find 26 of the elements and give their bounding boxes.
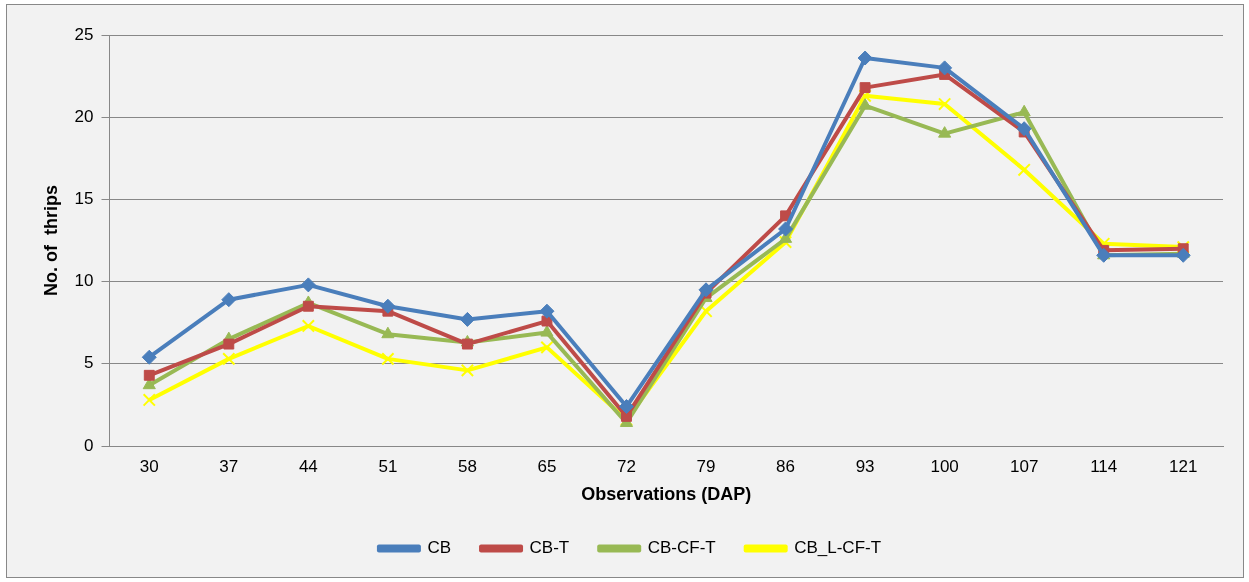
- x-tick-label: 86: [776, 456, 796, 476]
- x-axis-title: Observations (DAP): [581, 484, 752, 505]
- legend-label: CB-CF-T: [647, 538, 716, 558]
- x-tick-label: 114: [1090, 456, 1118, 476]
- x-tick-label: 93: [855, 456, 875, 476]
- x-tick-label: 100: [930, 456, 959, 476]
- x-tick-label: 44: [298, 456, 318, 476]
- x-tick-label: 72: [617, 456, 636, 476]
- y-tick-label: 15: [74, 189, 94, 209]
- x-tick-label: 107: [1009, 456, 1039, 476]
- y-tick-label: 25: [74, 24, 94, 44]
- x-tick-label: 79: [696, 456, 716, 476]
- x-tick-label: 121: [1169, 456, 1198, 476]
- x-tick-label: 65: [537, 456, 557, 476]
- x-tick-label: 30: [139, 456, 159, 476]
- legend-label: CB-T: [529, 538, 570, 558]
- y-tick-label: 5: [84, 353, 94, 373]
- x-tick-label: 37: [219, 456, 239, 476]
- y-tick-label: 20: [74, 106, 94, 126]
- y-tick-label: 0: [84, 435, 94, 455]
- x-tick-label: 58: [457, 456, 477, 476]
- y-tick-label: 10: [74, 271, 94, 291]
- legend-label: CB_L-CF-T: [794, 538, 882, 558]
- y-axis-title: No. of thrips: [40, 185, 61, 296]
- legend-label: CB: [427, 538, 452, 558]
- x-tick-label: 51: [378, 456, 398, 476]
